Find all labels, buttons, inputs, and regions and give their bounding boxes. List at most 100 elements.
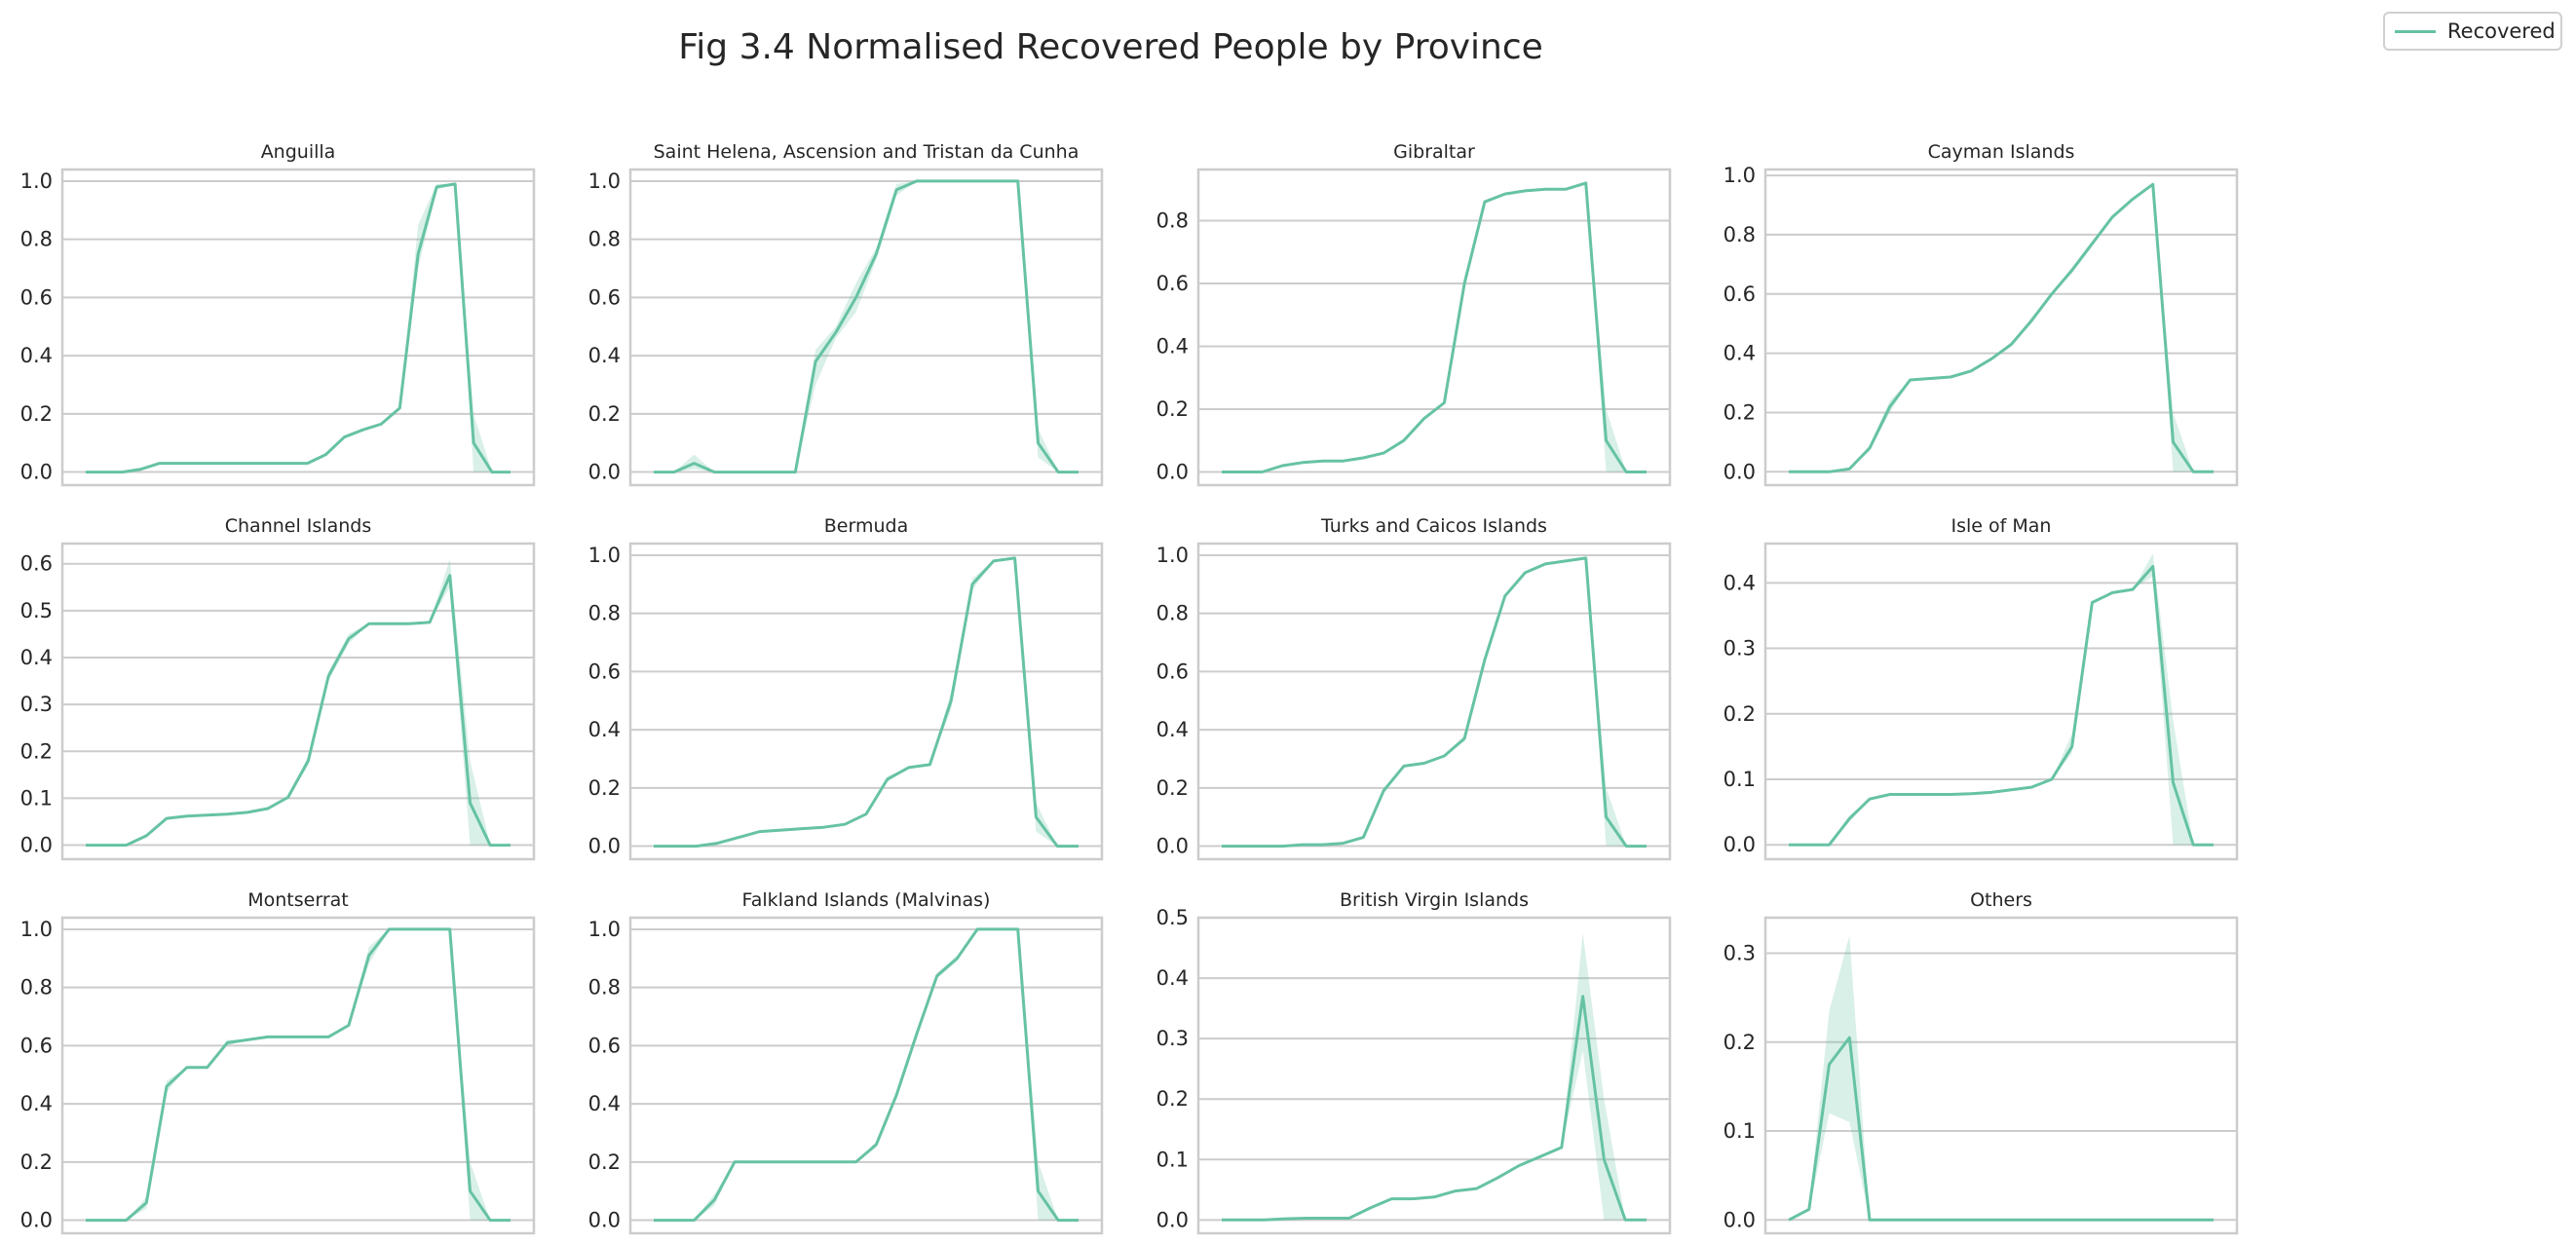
y-tick-label: 0.3	[1724, 637, 1756, 660]
data-point	[956, 957, 959, 960]
subplot-0: 0.0 0.2 0.4 0.6 0.8 1.0 Anguilla	[20, 141, 536, 487]
data-point	[1263, 1219, 1266, 1222]
data-point	[2070, 745, 2073, 748]
data-point	[121, 471, 124, 473]
y-tick-label: 0.0	[1156, 460, 1189, 483]
series-line-recovered	[1222, 995, 1647, 1222]
subplot-5: 0.0 0.2 0.4 0.6 0.8 1.0 Bermuda	[588, 515, 1104, 861]
series-line-recovered	[86, 182, 511, 474]
data-point	[1281, 845, 1284, 848]
data-point	[1016, 179, 1019, 182]
subplot-3: 0.0 0.2 0.4 0.6 0.8 1.0 Cayman Islands	[1724, 141, 2239, 487]
y-tick-label: 0.4	[1724, 571, 1756, 594]
data-point	[1605, 439, 1608, 442]
subplot-frame	[60, 542, 536, 861]
data-point	[287, 462, 290, 465]
y-tick-label: 0.2	[1724, 1031, 1756, 1054]
data-point	[454, 182, 457, 185]
data-point	[343, 435, 346, 438]
data-point	[774, 471, 777, 473]
data-point	[448, 927, 451, 930]
data-point	[1078, 1219, 1080, 1222]
data-point	[185, 814, 188, 817]
y-tick-label: 0.2	[1724, 702, 1756, 726]
data-point	[2131, 198, 2134, 201]
data-point	[2172, 440, 2175, 443]
subplot-8: 0.0 0.2 0.4 0.6 0.8 1.0 Montserrat	[20, 889, 536, 1235]
data-point	[653, 1219, 656, 1222]
data-point	[895, 188, 898, 191]
data-point	[935, 179, 938, 182]
data-point	[1463, 737, 1466, 740]
data-point	[1969, 792, 1972, 795]
y-tick-label: 0.2	[1156, 776, 1189, 800]
subplot-title: Isle of Man	[1951, 515, 2052, 537]
data-point	[1929, 377, 1932, 380]
data-point	[469, 1189, 472, 1192]
data-point	[907, 766, 910, 769]
data-point	[1369, 1206, 1372, 1209]
data-point	[2050, 777, 2053, 780]
data-point	[1037, 441, 1040, 444]
data-point	[1016, 927, 1019, 930]
data-point	[814, 360, 817, 363]
data-point	[2010, 1219, 2013, 1222]
data-point	[266, 808, 269, 810]
data-point	[1969, 1219, 1972, 1222]
data-point	[1625, 471, 1628, 473]
subplot-frame	[628, 916, 1104, 1235]
subplot-title: Gibraltar	[1393, 141, 1475, 163]
subplot-frame	[1763, 168, 2239, 487]
data-point	[693, 1219, 696, 1222]
data-point	[1950, 1219, 1952, 1222]
data-point	[834, 1160, 837, 1163]
data-point	[1788, 1219, 1791, 1222]
y-tick-label: 0.6	[1156, 660, 1189, 683]
subplot-frame	[60, 916, 536, 1235]
subplot-2: 0.0 0.2 0.4 0.6 0.8 Gibraltar	[1156, 141, 1672, 487]
data-point	[1347, 1217, 1350, 1220]
data-point	[2070, 1219, 2073, 1222]
data-point	[1443, 754, 1446, 757]
data-point	[2151, 183, 2154, 186]
y-tick-label: 0.4	[20, 344, 53, 367]
data-point	[473, 441, 475, 444]
y-tick-label: 0.2	[20, 739, 53, 763]
data-point	[85, 471, 88, 473]
y-tick-label: 0.8	[1156, 209, 1189, 233]
data-point	[1605, 815, 1608, 818]
y-tick-label: 1.0	[588, 918, 621, 941]
data-point	[510, 1219, 512, 1222]
data-point	[327, 1036, 330, 1038]
data-point	[1454, 1189, 1457, 1192]
data-point	[347, 1024, 350, 1027]
series-line-recovered	[86, 927, 511, 1223]
subplot-title: Turks and Caicos Islands	[1320, 515, 1547, 537]
data-point	[2091, 1219, 2094, 1222]
y-tick-label: 0.3	[20, 693, 53, 716]
data-point	[1362, 836, 1365, 839]
y-tick-label: 0.8	[1724, 223, 1756, 246]
y-tick-label: 0.8	[20, 228, 53, 251]
y-tick-label: 0.4	[1156, 718, 1189, 741]
y-tick-label: 0.2	[1156, 397, 1189, 421]
data-point	[822, 826, 825, 829]
data-point	[886, 777, 889, 780]
subplot-title: Others	[1970, 889, 2032, 911]
y-tick-label: 0.0	[588, 461, 621, 484]
data-point	[695, 845, 698, 848]
subplot-9: 0.0 0.2 0.4 0.6 0.8 1.0 Falkland Islands (Malv…	[588, 889, 1104, 1235]
data-point	[794, 1160, 797, 1163]
data-point	[1564, 188, 1567, 191]
data-point	[1433, 1195, 1436, 1198]
legend-label: Recovered	[2447, 19, 2556, 43]
data-point	[2131, 588, 2134, 591]
data-point	[1463, 283, 1466, 285]
data-point	[1321, 844, 1324, 847]
data-point	[1078, 845, 1080, 848]
data-point	[408, 927, 411, 930]
data-point	[1603, 1158, 1606, 1161]
data-point	[734, 1160, 737, 1163]
data-point	[2111, 215, 2114, 218]
